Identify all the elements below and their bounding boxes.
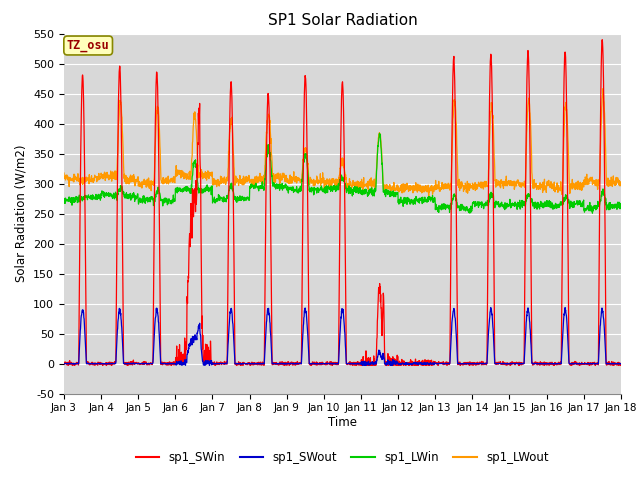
- sp1_SWout: [561, 305, 569, 311]
- Text: TZ_osu: TZ_osu: [67, 39, 109, 52]
- Title: SP1 Solar Radiation: SP1 Solar Radiation: [268, 13, 417, 28]
- sp1_LWout: [371, 181, 378, 187]
- sp1_LWout: [358, 182, 366, 188]
- Line: sp1_SWin: sp1_SWin: [64, 40, 621, 365]
- sp1_SWout: [568, 360, 576, 366]
- sp1_SWin: [64, 362, 72, 368]
- sp1_LWout: [584, 176, 591, 181]
- sp1_SWin: [598, 37, 606, 43]
- sp1_LWin: [617, 201, 625, 206]
- sp1_LWin: [358, 192, 366, 198]
- sp1_SWin: [371, 360, 379, 365]
- sp1_SWin: [359, 359, 367, 365]
- sp1_LWout: [568, 182, 575, 188]
- sp1_SWin: [216, 361, 223, 367]
- sp1_SWout: [504, 361, 512, 367]
- sp1_LWout: [617, 182, 625, 188]
- sp1_LWout: [60, 170, 68, 176]
- sp1_LWout: [504, 181, 512, 187]
- Line: sp1_LWout: sp1_LWout: [64, 89, 621, 198]
- sp1_SWout: [359, 361, 367, 367]
- sp1_SWin: [617, 362, 625, 368]
- sp1_SWout: [371, 359, 379, 365]
- sp1_SWin: [504, 361, 512, 367]
- sp1_LWout: [425, 195, 433, 201]
- sp1_SWout: [617, 361, 625, 367]
- sp1_SWin: [568, 362, 575, 368]
- X-axis label: Time: Time: [328, 416, 357, 429]
- Line: sp1_SWout: sp1_SWout: [64, 308, 621, 365]
- sp1_LWin: [504, 202, 512, 207]
- Legend: sp1_SWin, sp1_SWout, sp1_LWin, sp1_LWout: sp1_SWin, sp1_SWout, sp1_LWin, sp1_LWout: [131, 446, 554, 469]
- sp1_LWout: [599, 86, 607, 92]
- sp1_SWout: [584, 360, 591, 366]
- Y-axis label: Solar Radiation (W/m2): Solar Radiation (W/m2): [15, 145, 28, 282]
- sp1_SWout: [216, 361, 223, 367]
- sp1_LWin: [584, 204, 591, 210]
- sp1_SWout: [60, 361, 68, 367]
- sp1_SWout: [205, 362, 213, 368]
- Line: sp1_LWin: sp1_LWin: [64, 133, 621, 213]
- sp1_SWin: [584, 362, 591, 368]
- sp1_LWout: [216, 183, 223, 189]
- sp1_LWin: [376, 131, 383, 136]
- sp1_LWin: [568, 201, 575, 206]
- sp1_SWin: [60, 361, 68, 367]
- sp1_LWin: [589, 210, 596, 216]
- sp1_LWin: [371, 188, 378, 193]
- sp1_LWin: [60, 197, 68, 203]
- sp1_LWin: [216, 192, 223, 198]
